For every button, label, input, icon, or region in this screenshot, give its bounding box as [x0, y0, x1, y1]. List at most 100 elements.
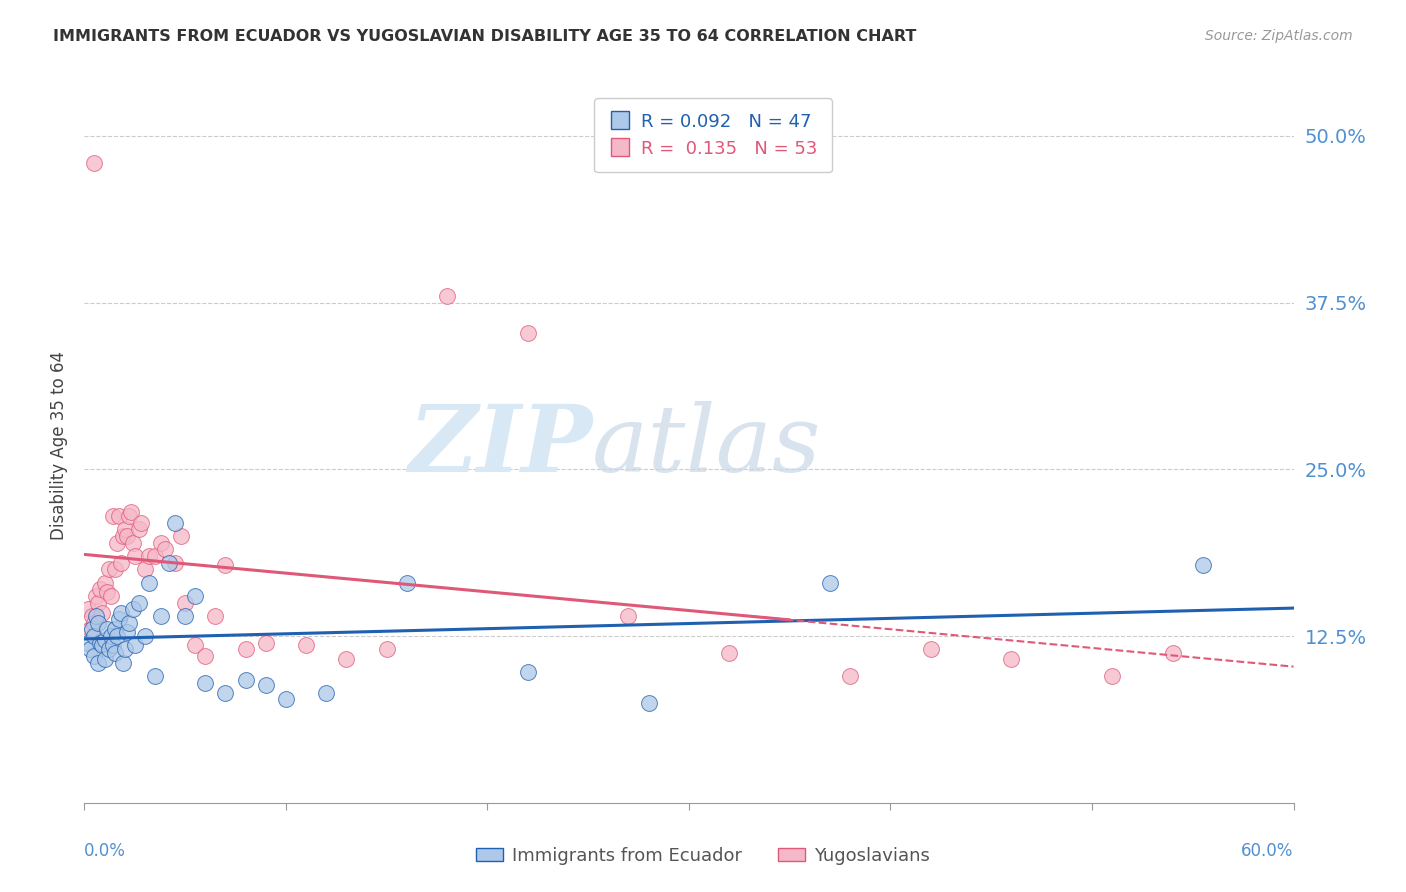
Point — [184, 639, 207, 653]
Point — [104, 562, 127, 576]
Point — [165, 556, 187, 570]
Point — [174, 596, 197, 610]
Point — [235, 642, 257, 657]
Point — [82, 609, 104, 624]
Point — [143, 549, 166, 563]
Point — [110, 607, 132, 621]
Point — [114, 642, 136, 657]
Point — [1101, 669, 1123, 683]
Point — [86, 589, 108, 603]
Point — [100, 629, 122, 643]
Point — [214, 686, 236, 700]
Point — [91, 639, 114, 653]
Text: ZIP: ZIP — [408, 401, 592, 491]
Point — [79, 623, 101, 637]
Point — [107, 509, 129, 524]
Point — [87, 615, 110, 630]
Point — [315, 686, 337, 700]
Point — [1161, 647, 1184, 661]
Text: 60.0%: 60.0% — [1241, 842, 1294, 860]
Point — [516, 326, 538, 341]
Point — [128, 596, 150, 610]
Point — [143, 669, 166, 683]
Point — [93, 633, 115, 648]
Point — [115, 625, 138, 640]
Point — [111, 529, 134, 543]
Y-axis label: Disability Age 35 to 64: Disability Age 35 to 64 — [51, 351, 69, 541]
Text: atlas: atlas — [592, 401, 821, 491]
Point — [395, 575, 418, 590]
Point — [100, 589, 122, 603]
Point — [194, 649, 217, 664]
Point — [83, 615, 105, 630]
Point — [138, 549, 160, 563]
Point — [718, 647, 741, 661]
Point — [274, 691, 297, 706]
Point — [118, 509, 141, 524]
Point — [121, 602, 143, 616]
Point — [97, 642, 120, 657]
Point — [134, 629, 156, 643]
Point — [839, 669, 862, 683]
Point — [89, 636, 111, 650]
Point — [134, 562, 156, 576]
Point — [617, 609, 640, 624]
Text: 0.0%: 0.0% — [84, 842, 127, 860]
Point — [174, 609, 197, 624]
Point — [96, 623, 118, 637]
Point — [165, 516, 187, 530]
Point — [818, 575, 841, 590]
Legend: R = 0.092   N = 47, R =  0.135   N = 53: R = 0.092 N = 47, R = 0.135 N = 53 — [595, 98, 832, 172]
Point — [82, 623, 104, 637]
Point — [83, 155, 105, 169]
Point — [254, 678, 277, 692]
Text: Source: ZipAtlas.com: Source: ZipAtlas.com — [1205, 29, 1353, 43]
Point — [335, 652, 357, 666]
Point — [114, 522, 136, 536]
Point — [121, 535, 143, 549]
Point — [375, 642, 398, 657]
Point — [235, 673, 257, 687]
Point — [77, 636, 100, 650]
Point — [184, 589, 207, 603]
Legend: Immigrants from Ecuador, Yugoslavians: Immigrants from Ecuador, Yugoslavians — [468, 840, 938, 872]
Point — [111, 656, 134, 670]
Point — [77, 602, 100, 616]
Point — [637, 696, 659, 710]
Point — [214, 558, 236, 573]
Point — [89, 582, 111, 597]
Point — [93, 652, 115, 666]
Text: IMMIGRANTS FROM ECUADOR VS YUGOSLAVIAN DISABILITY AGE 35 TO 64 CORRELATION CHART: IMMIGRANTS FROM ECUADOR VS YUGOSLAVIAN D… — [53, 29, 917, 44]
Point — [118, 615, 141, 630]
Point — [86, 609, 108, 624]
Point — [120, 505, 142, 519]
Point — [204, 609, 226, 624]
Point — [153, 542, 176, 557]
Point — [93, 575, 115, 590]
Point — [104, 647, 127, 661]
Point — [1000, 652, 1022, 666]
Point — [91, 607, 114, 621]
Point — [110, 556, 132, 570]
Point — [516, 665, 538, 679]
Point — [105, 535, 128, 549]
Point — [170, 529, 193, 543]
Point — [920, 642, 942, 657]
Point — [128, 522, 150, 536]
Point — [157, 556, 180, 570]
Point — [129, 516, 152, 530]
Point — [115, 529, 138, 543]
Point — [79, 642, 101, 657]
Point — [124, 549, 146, 563]
Point — [107, 612, 129, 626]
Point — [87, 596, 110, 610]
Point — [83, 649, 105, 664]
Point — [87, 656, 110, 670]
Point — [124, 639, 146, 653]
Point — [149, 535, 172, 549]
Point — [138, 575, 160, 590]
Point — [105, 629, 128, 643]
Point — [254, 636, 277, 650]
Point — [97, 562, 120, 576]
Point — [436, 289, 458, 303]
